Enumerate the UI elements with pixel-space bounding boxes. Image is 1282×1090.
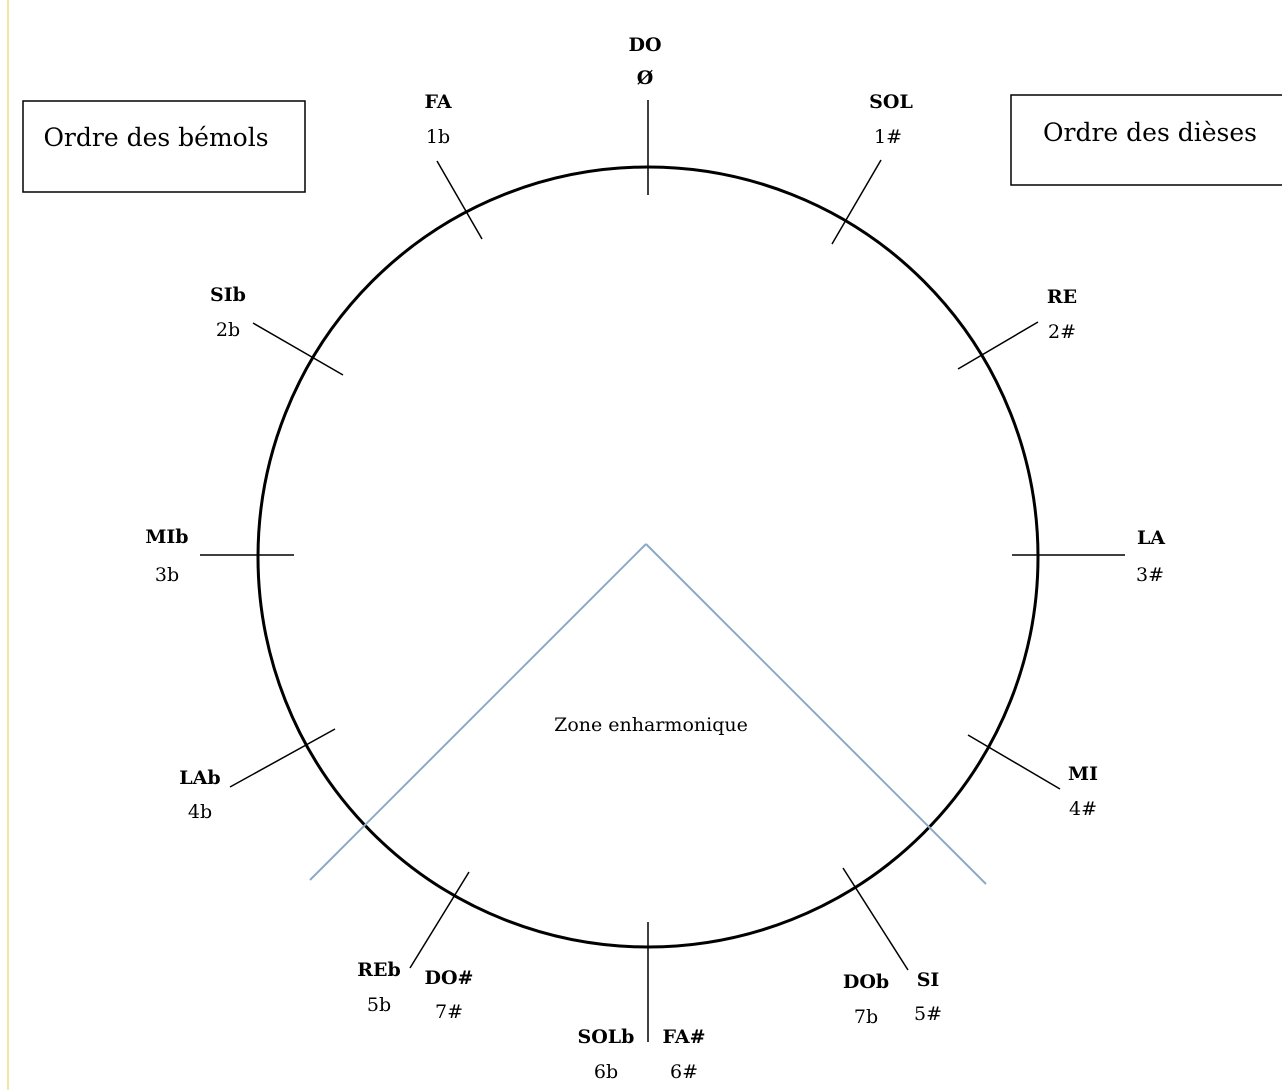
tick-re xyxy=(957,321,1039,370)
enharmonic-line-right xyxy=(645,543,987,885)
label-sol: SOL 1# xyxy=(869,91,913,148)
note-name: DOb xyxy=(843,971,889,993)
accidental-count: 4# xyxy=(1069,798,1097,820)
enharmonic-zone-label: Zone enharmonique xyxy=(554,714,748,736)
label-solb: SOLb 6b xyxy=(578,1026,635,1083)
accidental-count: 2# xyxy=(1048,321,1076,343)
accidental-count: 6b xyxy=(594,1061,618,1083)
accidental-count: 5b xyxy=(367,994,391,1016)
flats-order-title: Ordre des bémols xyxy=(43,123,268,152)
note-name: MIb xyxy=(145,526,188,548)
label-lab: LAb 4b xyxy=(179,767,220,823)
accidental-count: 5# xyxy=(914,1003,942,1025)
circle-of-fifths-ring xyxy=(256,165,1040,949)
tick-dosharp xyxy=(409,871,470,969)
note-name: SI xyxy=(917,969,940,991)
note-name: RE xyxy=(1047,286,1077,308)
accidental-count: 7b xyxy=(854,1006,878,1028)
label-sib: SIb 2b xyxy=(210,284,246,341)
note-name: LA xyxy=(1137,527,1165,549)
label-mib: MIb 3b xyxy=(145,526,188,586)
tick-marks xyxy=(200,100,1125,1042)
note-name: SOLb xyxy=(578,1026,635,1048)
sharps-order-title: Ordre des dièses xyxy=(1043,118,1257,147)
accidental-count: 1# xyxy=(874,126,902,148)
label-la: LA 3# xyxy=(1136,527,1165,586)
enharmonic-zone-lines xyxy=(309,543,987,885)
tick-si xyxy=(842,867,909,971)
label-reb: REb 5b xyxy=(357,959,401,1016)
enharmonic-line-left xyxy=(309,543,647,881)
note-name: DO# xyxy=(425,967,474,989)
sharps-order-box: Ordre des dièses xyxy=(1010,94,1282,186)
note-name: FA# xyxy=(662,1026,705,1048)
flats-order-box: Ordre des bémols xyxy=(22,100,306,193)
note-name: DO xyxy=(628,34,661,56)
label-fa: FA 1b xyxy=(424,91,451,148)
accidental-count: 4b xyxy=(188,801,212,823)
accidental-count: 1b xyxy=(426,126,450,148)
accidental-count: 6# xyxy=(670,1061,698,1083)
note-name: MI xyxy=(1068,763,1098,785)
accidental-count: Ø xyxy=(637,67,654,89)
note-name: SIb xyxy=(210,284,246,306)
tick-sib xyxy=(252,322,344,376)
note-name: SOL xyxy=(869,91,913,113)
accidental-count: 7# xyxy=(435,1001,463,1023)
label-mi: MI 4# xyxy=(1068,763,1098,820)
tick-fa xyxy=(436,160,483,240)
label-dob: DOb 7b xyxy=(843,971,889,1028)
tick-lab xyxy=(229,728,336,788)
label-si: SI 5# xyxy=(914,969,942,1025)
label-re: RE 2# xyxy=(1047,286,1077,343)
tick-mi xyxy=(967,734,1061,790)
label-fasharp: FA# 6# xyxy=(662,1026,705,1083)
note-name: FA xyxy=(424,91,451,113)
note-name: LAb xyxy=(179,767,220,789)
accidental-count: 3# xyxy=(1136,564,1164,586)
label-do: DO Ø xyxy=(628,34,661,89)
accidental-count: 2b xyxy=(216,319,240,341)
label-dosharp: DO# 7# xyxy=(425,967,474,1023)
note-name: REb xyxy=(357,959,401,981)
tick-sol xyxy=(831,159,882,245)
accidental-count: 3b xyxy=(155,564,179,586)
